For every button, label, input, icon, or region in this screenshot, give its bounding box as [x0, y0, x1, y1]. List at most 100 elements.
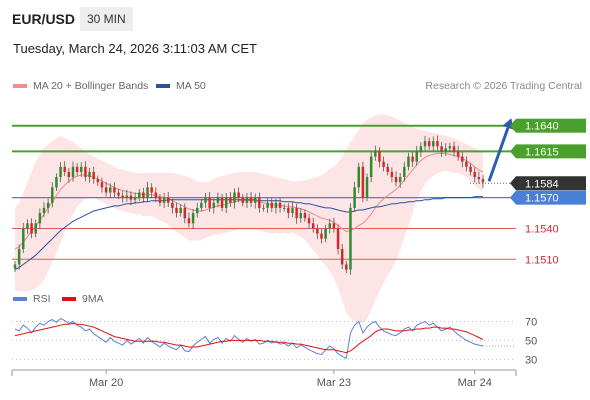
candle-body — [129, 195, 133, 200]
candle-body — [481, 179, 485, 183]
candle-body — [440, 146, 443, 152]
candle-body — [166, 197, 170, 203]
legend-ma20: MA 20 + Bollinger Bands — [13, 80, 148, 92]
candle-body — [415, 151, 418, 162]
candle-body — [42, 207, 46, 214]
candle-body — [175, 207, 178, 214]
forecast-arrow-shaft — [487, 127, 510, 182]
candle-body — [369, 156, 373, 178]
candle-body — [71, 166, 75, 178]
candle-body — [307, 218, 311, 224]
candle-body — [191, 213, 195, 224]
rsi-ma-legend-label: 9MA — [82, 293, 104, 305]
candle-body — [469, 166, 472, 172]
candle-body — [299, 213, 303, 219]
candle-body — [75, 166, 79, 172]
level-labels-layer: 1.1640 1.1615 1.1584 1.1570 1.1540 1.1510 — [510, 118, 586, 266]
candle-body — [407, 156, 410, 167]
candle-body — [461, 156, 464, 162]
candle-body — [465, 161, 468, 167]
candle-body — [456, 151, 460, 157]
candle-body — [374, 151, 377, 157]
candle-body — [394, 177, 398, 183]
candle-body — [26, 223, 29, 229]
level-label-1.1584: 1.1584 — [525, 178, 559, 190]
candle-body — [353, 187, 356, 208]
candle-body — [200, 202, 203, 208]
candle-body — [113, 187, 116, 193]
candle-body — [378, 151, 381, 162]
forecast-arrow-layer — [487, 118, 514, 182]
candle-body — [477, 177, 481, 180]
rsi-tick-70: 70 — [525, 316, 537, 328]
candle-body — [245, 197, 249, 203]
candle-body — [146, 187, 149, 198]
candle-body — [158, 197, 162, 203]
candle-body — [473, 171, 476, 178]
level-label-bg-resistance — [516, 144, 586, 159]
candle-body — [270, 202, 274, 208]
candle-body — [233, 192, 236, 203]
candle-body — [216, 197, 220, 203]
legend-ma50: MA 50 — [156, 80, 206, 92]
candle-body — [100, 182, 104, 188]
candle-body — [419, 146, 423, 152]
level-label-pointer — [510, 118, 516, 133]
candle-body — [390, 171, 394, 178]
candle-body — [357, 166, 360, 188]
candle-body — [80, 166, 83, 172]
candle-body — [162, 197, 166, 203]
chart-datetime: Tuesday, March 24, 2026 3:11:03 AM CET — [13, 41, 257, 56]
candle-body — [204, 197, 207, 203]
level-label-1.1510: 1.1510 — [525, 254, 559, 266]
rsi-tick-30: 30 — [525, 354, 537, 366]
timeframe-button[interactable]: 30 MIN — [80, 7, 133, 31]
rsi-tick-50: 50 — [525, 335, 537, 347]
forecast-arrow-head — [502, 118, 514, 130]
candle-body — [427, 141, 431, 147]
level-label-pointer — [510, 176, 516, 191]
candle-body — [63, 166, 66, 172]
candle-body — [320, 233, 323, 239]
candle-body — [142, 192, 145, 198]
legend-rsi: RSI — [13, 293, 51, 305]
candle-body — [258, 197, 261, 208]
time-axis-layer: Mar 20 Mar 23 Mar 24 — [11, 369, 517, 389]
rsi-swatch — [13, 297, 27, 301]
candle-body — [349, 207, 352, 270]
level-label-pointer — [510, 190, 516, 205]
level-label-1.1540: 1.1540 — [525, 223, 559, 235]
candle-body — [332, 223, 336, 229]
rsi-ma-line — [14, 322, 484, 354]
candle-body — [253, 197, 257, 203]
candle-body — [262, 207, 265, 209]
rsi-line — [14, 318, 484, 360]
rsi-layer: 70 50 30 — [12, 316, 537, 366]
ma20-label: MA 20 + Bollinger Bands — [33, 80, 149, 92]
candle-body — [104, 187, 108, 193]
candle-body — [117, 192, 120, 196]
candle-body — [411, 156, 414, 162]
bollinger-band-fill — [15, 114, 483, 324]
candle-body — [67, 171, 71, 178]
candle-body — [278, 202, 282, 208]
candle-body — [448, 146, 452, 149]
candle-body — [121, 195, 124, 198]
candle-body — [133, 197, 137, 200]
ma50-label: MA 50 — [176, 80, 206, 92]
candle-body — [282, 207, 286, 209]
candle-body — [324, 228, 327, 239]
candle-body — [96, 179, 100, 183]
time-label-Mar 20: Mar 20 — [89, 377, 123, 389]
candle-body — [229, 197, 232, 203]
candle-body — [386, 166, 389, 172]
candle-body — [13, 264, 17, 269]
level-label-bg-resistance — [516, 118, 586, 133]
rsi-ma-swatch — [62, 297, 76, 301]
candle-body — [179, 207, 182, 214]
legend-rsi-ma: 9MA — [62, 293, 104, 305]
candle-body — [382, 161, 385, 167]
chart-header: EUR/USD 30 MIN — [0, 0, 590, 36]
candle-body — [403, 166, 406, 178]
